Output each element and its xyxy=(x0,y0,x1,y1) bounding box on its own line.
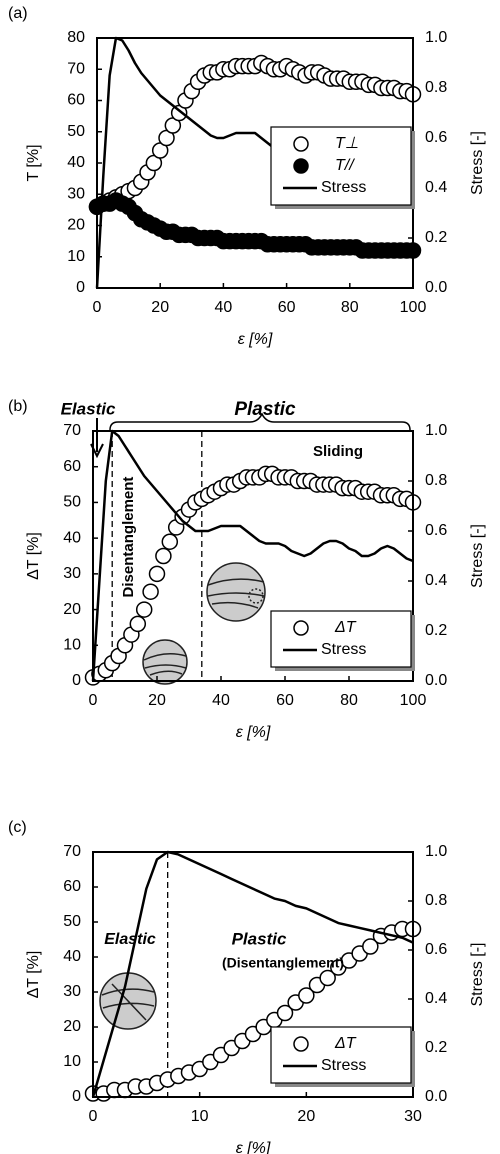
y2-tick-label: 0.4 xyxy=(425,572,447,589)
y-tick-label: 40 xyxy=(67,154,85,171)
y2-axis-label: Stress [-] xyxy=(469,131,486,195)
point xyxy=(130,616,145,631)
panel-label: (b) xyxy=(8,398,28,415)
legend-label: T// xyxy=(335,157,355,174)
panel-label: (a) xyxy=(8,5,28,22)
legend-label: Stress xyxy=(321,641,366,658)
x-tick-label: 30 xyxy=(404,1108,422,1125)
x-tick-label: 100 xyxy=(400,299,427,316)
y2-tick-label: 1.0 xyxy=(425,29,447,46)
y-tick-label: 20 xyxy=(63,1018,81,1035)
annotation: (Disentanglement) xyxy=(222,955,344,971)
y-tick-label: 10 xyxy=(63,1053,81,1070)
x-tick-label: 80 xyxy=(341,299,359,316)
y-tick-label: 50 xyxy=(63,913,81,930)
y2-tick-label: 0.0 xyxy=(425,1088,447,1105)
x-tick-label: 80 xyxy=(340,692,358,709)
y-tick-label: 70 xyxy=(63,422,81,439)
y-tick-label: 20 xyxy=(63,601,81,618)
y2-axis-label: Stress [-] xyxy=(469,942,486,1006)
legend-label: ΔT xyxy=(334,1035,357,1052)
figure: (a) T [%] Stress [-] ε [%] 0 10 20 30 40 50 60 70 80… xyxy=(0,0,500,1154)
y-tick-label: 70 xyxy=(63,843,81,860)
y-tick-label: 10 xyxy=(67,248,85,265)
x-axis-label: ε [%] xyxy=(236,1140,271,1154)
y2-tick-label: 0.8 xyxy=(425,892,447,909)
x-tick-label: 40 xyxy=(212,692,230,709)
y-tick-label: 40 xyxy=(63,948,81,965)
annotation: Sliding xyxy=(313,443,363,460)
panel-label: (c) xyxy=(8,819,27,836)
legend-swatch xyxy=(294,621,308,635)
y2-tick-label: 0.2 xyxy=(425,622,447,639)
annotation: Plastic xyxy=(232,929,287,948)
y-tick-label: 60 xyxy=(67,92,85,109)
x-tick-label: 40 xyxy=(215,299,233,316)
y2-tick-label: 0.4 xyxy=(425,179,447,196)
y-tick-label: 30 xyxy=(67,185,85,202)
y2-tick-label: 1.0 xyxy=(425,843,447,860)
legend-label: Stress xyxy=(321,1057,366,1074)
y-axis-label: T [%] xyxy=(25,144,42,181)
x-tick-label: 10 xyxy=(191,1108,209,1125)
x-axis-label: ε [%] xyxy=(238,331,273,348)
y2-tick-label: 0.8 xyxy=(425,472,447,489)
x-tick-label: 0 xyxy=(93,299,102,316)
y-tick-label: 80 xyxy=(67,29,85,46)
x-tick-label: 20 xyxy=(297,1108,315,1125)
point xyxy=(137,602,152,617)
y-tick-label: 40 xyxy=(63,529,81,546)
y-tick-label: 50 xyxy=(67,123,85,140)
y2-tick-label: 0.6 xyxy=(425,129,447,146)
y-tick-label: 60 xyxy=(63,878,81,895)
annotation: Plastic xyxy=(234,399,296,420)
annotation: Disentanglement xyxy=(120,477,137,598)
y2-tick-label: 0.6 xyxy=(425,522,447,539)
annotation: Elastic xyxy=(104,931,156,948)
legend-label: ΔT xyxy=(334,619,357,636)
y2-tick-label: 0.0 xyxy=(425,672,447,689)
x-tick-label: 60 xyxy=(278,299,296,316)
y-tick-label: 60 xyxy=(63,458,81,475)
x-tick-label: 60 xyxy=(276,692,294,709)
legend-swatch xyxy=(294,137,308,151)
x-axis-label: ε [%] xyxy=(236,724,271,741)
point xyxy=(150,566,165,581)
legend-swatch xyxy=(294,1037,308,1051)
point xyxy=(143,584,158,599)
y2-tick-label: 0.2 xyxy=(425,229,447,246)
legend-label: Stress xyxy=(321,179,366,196)
y-tick-label: 30 xyxy=(63,983,81,1000)
x-tick-label: 0 xyxy=(89,1108,98,1125)
x-tick-label: 0 xyxy=(89,692,98,709)
y-tick-label: 0 xyxy=(76,279,85,296)
x-tick-label: 20 xyxy=(148,692,166,709)
y-tick-label: 0 xyxy=(72,672,81,689)
y2-tick-label: 0.6 xyxy=(425,941,447,958)
y2-tick-label: 0.4 xyxy=(425,990,447,1007)
annotation: Elastic xyxy=(61,399,116,418)
y-tick-label: 10 xyxy=(63,637,81,654)
y-axis-label: ΔT [%] xyxy=(25,951,42,999)
y2-tick-label: 0.8 xyxy=(425,79,447,96)
y-tick-label: 20 xyxy=(67,217,85,234)
y-axis-label: ΔT [%] xyxy=(25,532,42,580)
y-tick-label: 0 xyxy=(72,1088,81,1105)
legend-swatch xyxy=(294,159,308,173)
y-tick-label: 70 xyxy=(67,60,85,77)
y-tick-label: 30 xyxy=(63,565,81,582)
y2-axis-label: Stress [-] xyxy=(469,524,486,588)
x-tick-label: 100 xyxy=(400,692,427,709)
x-tick-label: 20 xyxy=(151,299,169,316)
y2-tick-label: 0.0 xyxy=(425,279,447,296)
point xyxy=(156,549,171,564)
y-tick-label: 50 xyxy=(63,494,81,511)
y2-tick-label: 0.2 xyxy=(425,1039,447,1056)
legend-label: T⊥ xyxy=(335,135,359,152)
point xyxy=(162,534,177,549)
y2-tick-label: 1.0 xyxy=(425,422,447,439)
